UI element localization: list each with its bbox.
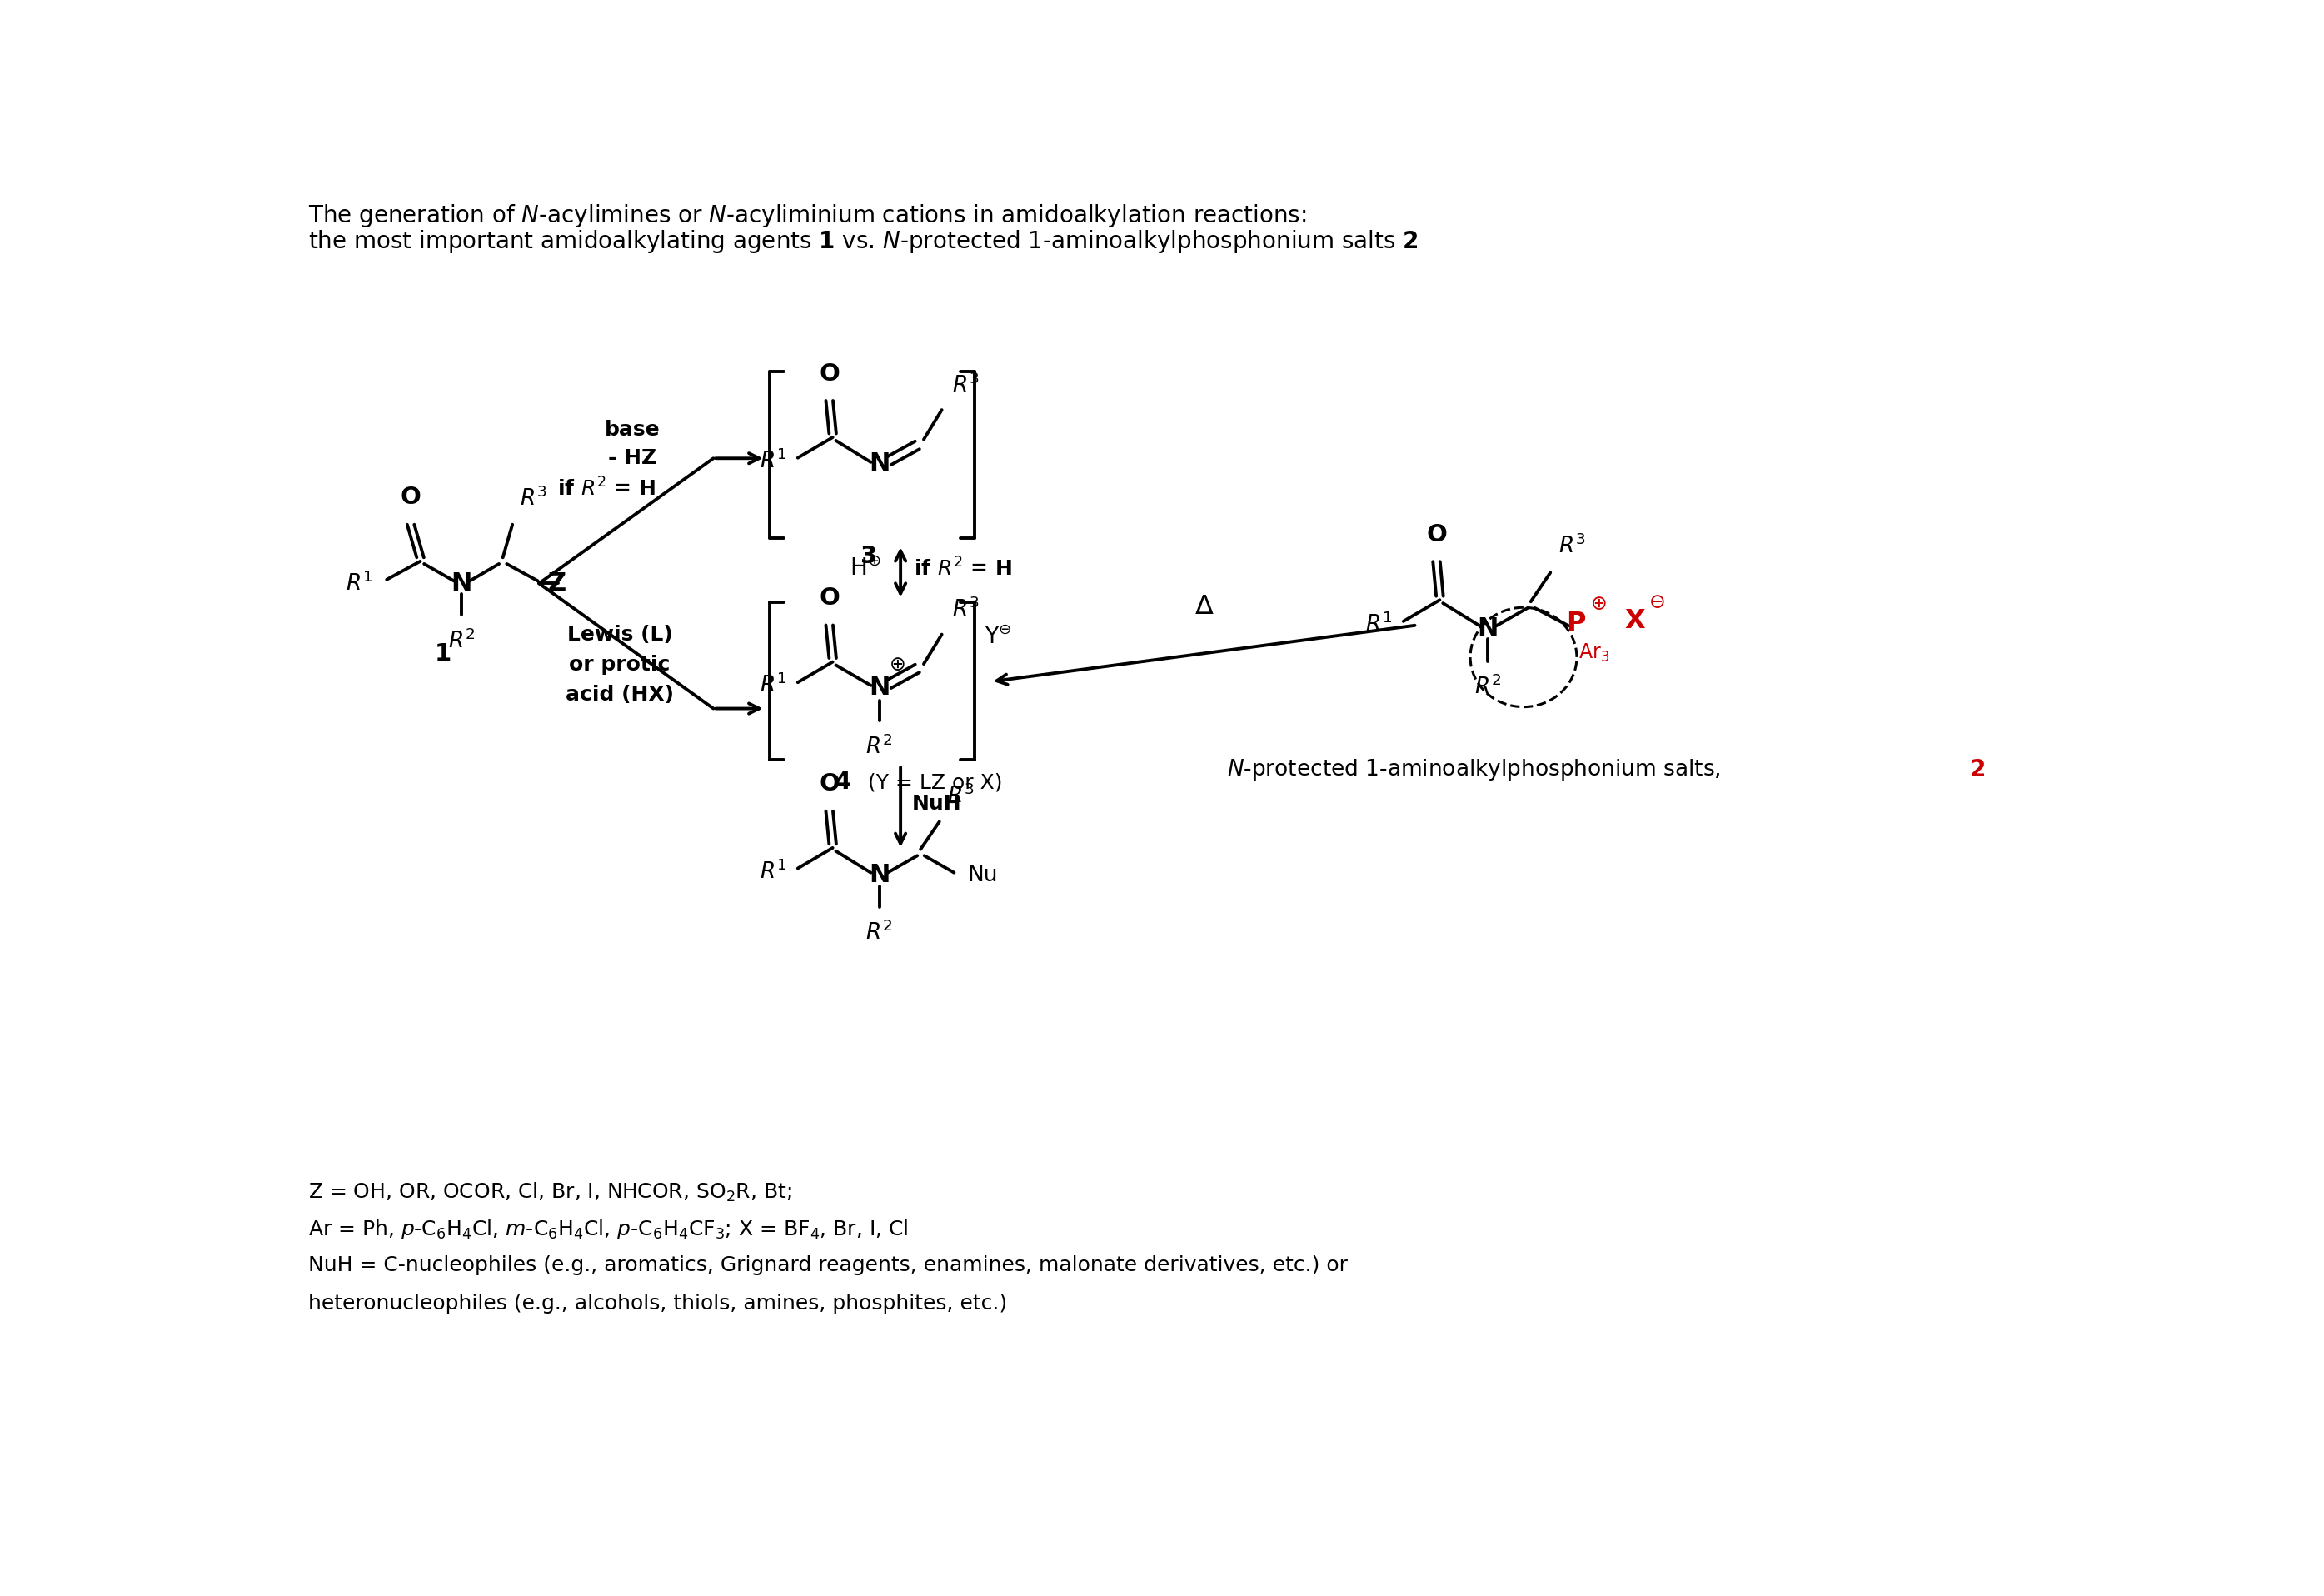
Text: $R^1$: $R^1$: [760, 674, 786, 697]
Text: $\mathit{N}$-protected 1-aminoalkylphosphonium salts,: $\mathit{N}$-protected 1-aminoalkylphosp…: [1227, 757, 1722, 782]
Text: Nu: Nu: [967, 865, 997, 886]
Text: The generation of $\mathit{N}$-acylimines or $\mathit{N}$-acyliminium cations in: The generation of $\mathit{N}$-acylimine…: [309, 203, 1306, 230]
Text: $R^3$: $R^3$: [521, 487, 546, 511]
Text: NuH: NuH: [911, 795, 962, 814]
Text: $R^1$: $R^1$: [760, 860, 786, 884]
Text: $\mathbf{2}$: $\mathbf{2}$: [1968, 758, 1985, 780]
Text: $R^3$: $R^3$: [953, 373, 978, 397]
Text: base: base: [604, 420, 660, 439]
Text: O: O: [818, 586, 839, 610]
Text: O: O: [400, 485, 421, 509]
Text: $R^1$: $R^1$: [346, 571, 372, 595]
Text: $\Delta$: $\Delta$: [1195, 594, 1213, 621]
Text: heteronucleophiles (e.g., alcohols, thiols, amines, phosphites, etc.): heteronucleophiles (e.g., alcohols, thio…: [309, 1294, 1009, 1314]
Text: Ar$_3$: Ar$_3$: [1578, 642, 1611, 664]
Text: $\mathbf{3}$: $\mathbf{3}$: [860, 544, 876, 568]
Text: if $R^2$ = H: if $R^2$ = H: [913, 557, 1011, 581]
Text: Y$^{\ominus}$: Y$^{\ominus}$: [985, 627, 1011, 650]
Text: $\oplus$: $\oplus$: [1590, 594, 1606, 614]
Text: $R^2$: $R^2$: [867, 921, 892, 945]
Text: P: P: [1566, 610, 1585, 637]
Text: Lewis (L): Lewis (L): [567, 624, 672, 645]
Text: X: X: [1624, 608, 1645, 634]
Text: Z: Z: [548, 571, 565, 595]
Text: $R^2$: $R^2$: [449, 629, 474, 653]
Text: the most important amidoalkylating agents $\mathbf{1}$ vs. $\mathit{N}$-protecte: the most important amidoalkylating agent…: [309, 228, 1418, 255]
Text: N: N: [869, 675, 890, 701]
Text: $R^1$: $R^1$: [760, 448, 786, 472]
Text: $\mathbf{1}$: $\mathbf{1}$: [435, 642, 451, 666]
Text: $R^3$: $R^3$: [953, 598, 978, 621]
Text: $R^3$: $R^3$: [1557, 535, 1585, 559]
Text: N: N: [869, 452, 890, 476]
Text: $R^2$: $R^2$: [1473, 675, 1501, 699]
Text: $R^2$: $R^2$: [867, 734, 892, 758]
Text: O: O: [818, 362, 839, 385]
Text: $R^3$: $R^3$: [948, 784, 974, 808]
Text: O: O: [818, 772, 839, 796]
Text: $\oplus$: $\oplus$: [890, 654, 906, 675]
Text: acid (HX): acid (HX): [565, 685, 674, 704]
Text: N: N: [451, 571, 472, 595]
Text: NuH = C-nucleophiles (e.g., aromatics, Grignard reagents, enamines, malonate der: NuH = C-nucleophiles (e.g., aromatics, G…: [309, 1254, 1348, 1275]
Text: H$^{\oplus}$: H$^{\oplus}$: [851, 557, 881, 581]
Text: $\ominus$: $\ominus$: [1648, 592, 1664, 613]
Text: (Y = LZ or X): (Y = LZ or X): [869, 772, 1002, 792]
Text: or protic: or protic: [569, 654, 669, 675]
Text: $\mathbf{4}$: $\mathbf{4}$: [834, 771, 851, 793]
Text: - HZ: - HZ: [609, 448, 658, 468]
Text: $R^1$: $R^1$: [1364, 613, 1392, 637]
Text: Z = OH, OR, OCOR, Cl, Br, I, NHCOR, SO$_2$R, Bt;: Z = OH, OR, OCOR, Cl, Br, I, NHCOR, SO$_…: [309, 1181, 792, 1203]
Text: N: N: [1478, 616, 1499, 640]
Text: if $R^2$ = H: if $R^2$ = H: [558, 477, 655, 501]
Text: Ar = Ph, $\mathit{p}$-C$_6$H$_4$Cl, $\mathit{m}$-C$_6$H$_4$Cl, $\mathit{p}$-C$_6: Ar = Ph, $\mathit{p}$-C$_6$H$_4$Cl, $\ma…: [309, 1218, 909, 1242]
Text: O: O: [1427, 523, 1448, 546]
Text: N: N: [869, 863, 890, 887]
